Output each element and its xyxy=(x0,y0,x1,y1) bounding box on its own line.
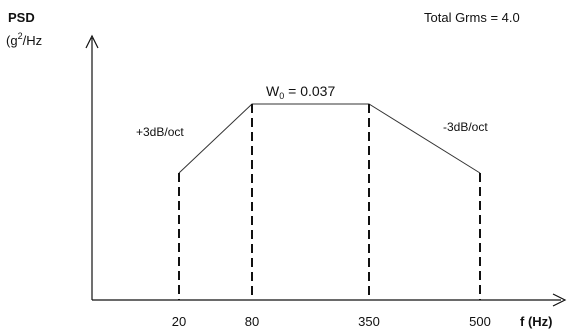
x-axis-arrow xyxy=(552,293,567,307)
x-tick-label: 500 xyxy=(469,314,491,329)
plateau-level-label: W0 = 0.037 xyxy=(266,83,335,101)
y-unit-suffix: /Hz xyxy=(23,33,43,48)
psd-profile-line xyxy=(178,103,481,174)
x-tick-label: 80 xyxy=(245,314,259,329)
x-axis-title: f (Hz) xyxy=(520,314,553,329)
x-tick-label: 20 xyxy=(172,314,186,329)
rise-slope-annotation: +3dB/oct xyxy=(136,125,184,139)
y-unit-prefix: (g xyxy=(6,33,18,48)
y-axis-arrow xyxy=(85,34,99,49)
fall-slope-annotation: -3dB/oct xyxy=(443,120,488,134)
y-axis-title: PSD xyxy=(8,10,35,25)
y-axis-unit: (g2/Hz xyxy=(6,31,42,48)
plateau-label-subscript: 0 xyxy=(279,91,284,101)
x-tick-label: 350 xyxy=(358,314,380,329)
plateau-label-value: = 0.037 xyxy=(284,83,335,99)
frequency-breakpoints: 20 80 350 500 xyxy=(172,104,491,329)
y-unit-superscript: 2 xyxy=(18,31,23,41)
total-grms-note: Total Grms = 4.0 xyxy=(424,10,520,25)
plateau-label-prefix: W xyxy=(266,83,280,99)
